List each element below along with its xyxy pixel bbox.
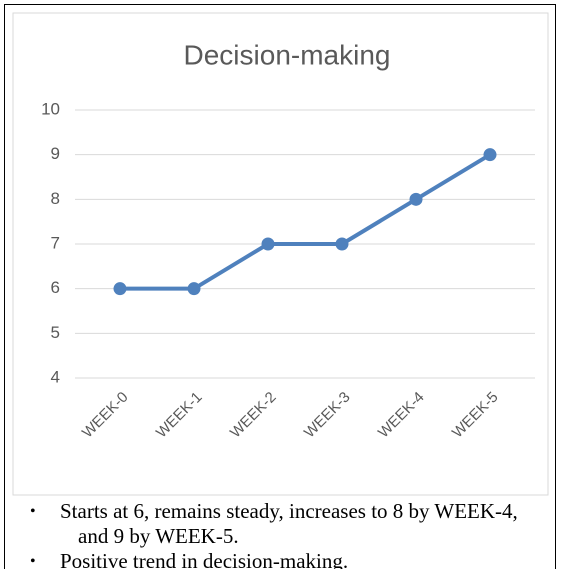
data-point [335,237,349,251]
y-tick-label: 4 [51,367,60,386]
y-tick-label: 8 [51,189,60,208]
y-tick-label: 5 [51,323,60,342]
note: Positive trend in decision-making. [20,549,550,569]
chart-area [12,12,549,496]
data-point [483,148,497,162]
data-point [113,282,127,296]
y-tick-label: 7 [51,233,60,252]
y-tick-label: 9 [51,144,60,163]
data-point [409,192,423,206]
series-line [120,152,492,291]
data-point [187,282,201,296]
note: Starts at 6, remains steady, increases t… [20,499,550,549]
notes: Starts at 6, remains steady, increases t… [20,499,550,569]
chart-title: Decision-making [184,39,391,70]
data-point [261,237,275,251]
y-tick-label: 6 [51,278,60,297]
y-tick-label: 10 [41,99,60,118]
frame [4,4,556,569]
